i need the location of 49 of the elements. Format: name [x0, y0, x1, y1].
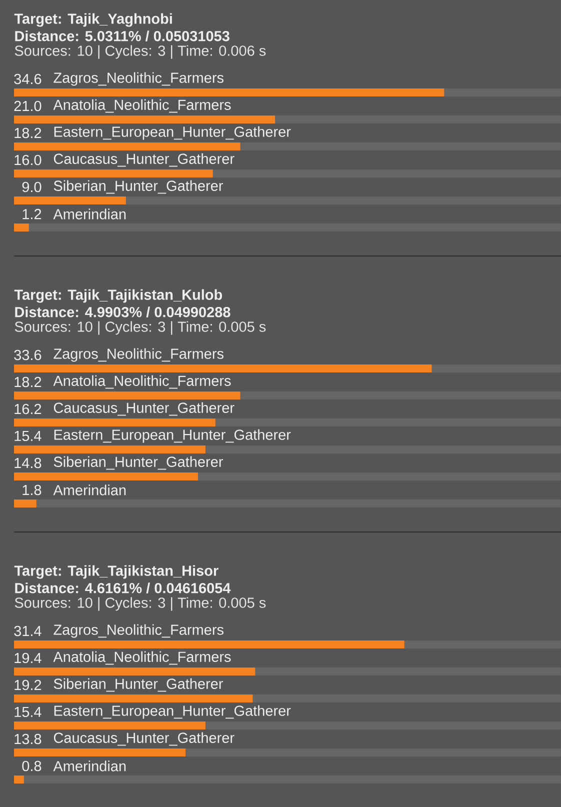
y-tick-label: Anatolia_Neolithic_Farmers: [53, 375, 231, 389]
y-tick-label: Anatolia_Neolithic_Farmers: [53, 99, 231, 113]
data-label: 14.8: [14, 458, 42, 468]
data-label: 18.2: [14, 128, 42, 138]
y-tick-label: Amerindian: [53, 208, 126, 220]
y-tick-label: Caucasus_Hunter_Gatherer: [54, 402, 234, 416]
data-label: 33.6: [14, 350, 42, 360]
chart-subtitle: Distance: 4.9903% / 0.04990288: [15, 306, 230, 318]
y-tick-label: Anatolia_Neolithic_Farmers: [53, 651, 231, 665]
y-tick-label: Amerindian: [53, 484, 126, 496]
data-label: 15.4: [14, 430, 42, 442]
data-label: 19.2: [14, 680, 42, 690]
source-note: Sources: 10 | Cycles: 3 | Time: 0.005 s: [14, 597, 266, 611]
chart-title: Target: Tajik_Yaghnobi: [14, 13, 172, 27]
y-tick-label: Siberian_Hunter_Gatherer: [54, 678, 224, 692]
chart-subtitle: Distance: 4.6161% / 0.04616054: [15, 582, 231, 594]
data-label: 9.0: [22, 182, 42, 192]
data-label: 21.0: [14, 100, 42, 112]
y-tick-label: Amerindian: [53, 760, 126, 772]
data-label: 1.2: [22, 208, 42, 220]
y-tick-label: Caucasus_Hunter_Gatherer: [54, 732, 234, 746]
y-tick-label: Zagros_Neolithic_Farmers: [54, 72, 224, 86]
data-label: 18.2: [14, 376, 42, 388]
data-label: 0.8: [22, 760, 42, 772]
bar: [14, 224, 29, 232]
data-label: 34.6: [14, 74, 42, 84]
y-tick-label: Zagros_Neolithic_Farmers: [54, 624, 224, 638]
data-label: 16.2: [14, 404, 42, 414]
data-label: 19.4: [14, 652, 42, 664]
chart-title: Target: Tajik_Tajikistan_Hisor: [14, 565, 218, 579]
source-note: Sources: 10 | Cycles: 3 | Time: 0.006 s: [14, 45, 266, 59]
bar: [14, 196, 126, 205]
y-tick-label: Siberian_Hunter_Gatherer: [54, 456, 224, 470]
data-label: 16.0: [14, 154, 42, 166]
data-label: 13.8: [14, 734, 42, 744]
data-label: 1.8: [22, 484, 42, 496]
y-tick-label: Eastern_European_Hunter_Gatherer: [54, 126, 291, 140]
y-tick-label: Caucasus_Hunter_Gatherer: [54, 153, 234, 167]
chart-title: Target: Tajik_Tajikistan_Kulob: [14, 289, 222, 303]
source-note: Sources: 10 | Cycles: 3 | Time: 0.005 s: [14, 321, 266, 335]
data-label: 15.4: [14, 706, 42, 718]
bar: [14, 776, 24, 784]
bar: [14, 500, 36, 508]
y-tick-label: Zagros_Neolithic_Farmers: [54, 348, 224, 362]
chart-subtitle: Distance: 5.0311% / 0.05031053: [15, 30, 230, 42]
y-tick-label: Eastern_European_Hunter_Gatherer: [54, 705, 291, 719]
data-label: 31.4: [14, 626, 42, 636]
y-tick-label: Eastern_European_Hunter_Gatherer: [54, 429, 291, 443]
y-tick-label: Siberian_Hunter_Gatherer: [54, 180, 224, 194]
